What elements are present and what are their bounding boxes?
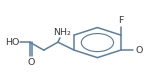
Text: O: O bbox=[27, 58, 34, 67]
Text: HO: HO bbox=[5, 38, 19, 47]
Text: F: F bbox=[118, 16, 123, 25]
Text: NH₂: NH₂ bbox=[53, 28, 71, 37]
Text: O: O bbox=[135, 46, 143, 55]
